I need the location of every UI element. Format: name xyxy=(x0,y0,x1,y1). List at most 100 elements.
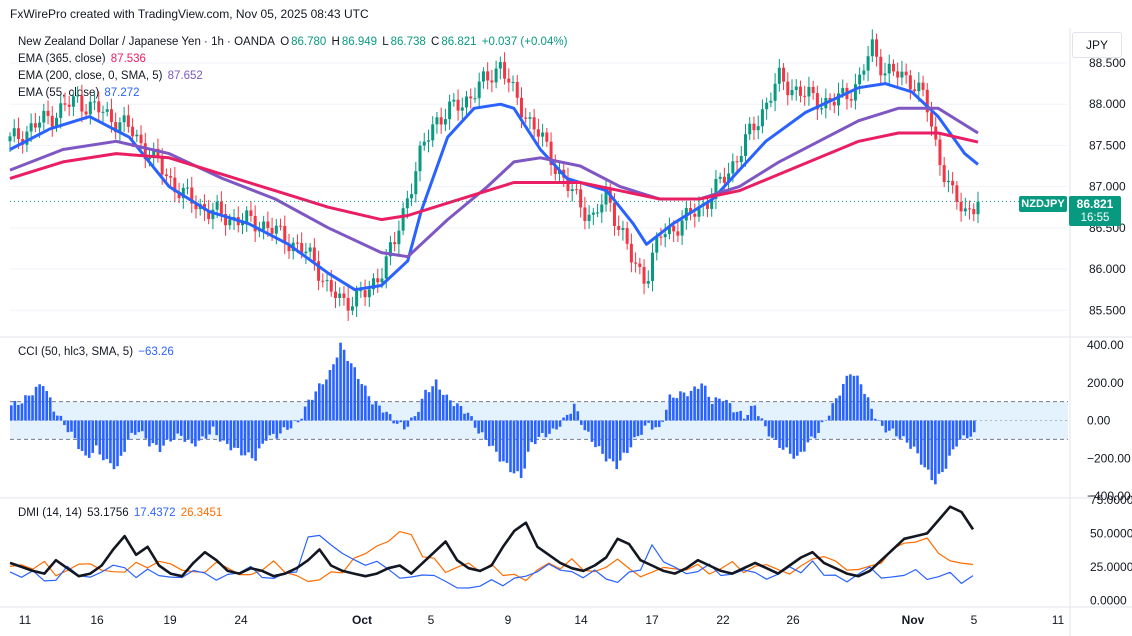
ohlc-high: 86.949 xyxy=(341,36,378,48)
candle-body xyxy=(545,132,549,142)
cci-bar xyxy=(909,420,912,449)
cci-bar xyxy=(955,420,958,447)
candle-body xyxy=(126,115,130,127)
cci-bar xyxy=(148,420,151,447)
candle-body xyxy=(473,98,477,100)
cci-bar xyxy=(583,420,587,431)
dmi-legend[interactable]: DMI (14, 14) 53.1756 17.4372 26.3451 xyxy=(18,507,224,519)
cci-bar xyxy=(746,414,750,421)
cci-bar xyxy=(413,416,417,421)
last-price: 86.821 xyxy=(1076,197,1114,211)
candle-body xyxy=(689,208,693,214)
cci-bar xyxy=(760,418,764,421)
cci-bar xyxy=(654,420,657,428)
candle-body xyxy=(972,209,976,215)
cci-bar xyxy=(307,399,310,421)
ema200-legend[interactable]: EMA (200, close, 0, SMA, 5) 87.652 xyxy=(18,70,205,82)
cci-bar xyxy=(91,420,95,453)
cci-bar xyxy=(342,349,346,421)
candle-body xyxy=(579,189,583,208)
cci-bar xyxy=(165,420,169,440)
cci-bar xyxy=(470,416,473,421)
candle-body xyxy=(16,128,20,140)
cci-bar xyxy=(52,411,56,421)
cci-bar xyxy=(144,420,148,439)
cci-bar xyxy=(151,420,155,444)
candle-body xyxy=(287,243,291,252)
candle-body xyxy=(426,140,430,142)
cci-bar xyxy=(618,420,622,461)
candle-body xyxy=(896,71,900,78)
cci-bar xyxy=(321,384,325,421)
candle-body xyxy=(367,289,371,298)
cci-bar xyxy=(696,388,700,421)
cci-bar xyxy=(38,384,41,421)
candle-body xyxy=(486,71,490,81)
cci-bar xyxy=(434,379,438,421)
time-tick-label: 14 xyxy=(574,613,588,627)
candle-body xyxy=(477,81,481,99)
symbol-legend[interactable]: New Zealand Dollar / Japanese Yen · 1h ·… xyxy=(18,36,569,48)
cci-bar xyxy=(34,386,38,421)
cci-bar xyxy=(477,420,480,434)
ema365-legend[interactable]: EMA (365, close) 87.536 xyxy=(18,53,148,65)
time-tick-label: 5 xyxy=(428,613,435,627)
cci-bar xyxy=(834,398,838,421)
ohlc-low: 86.738 xyxy=(390,36,426,48)
candle-body xyxy=(240,222,244,226)
cci-legend[interactable]: CCI (50, hlc3, SMA, 5) −63.26 xyxy=(18,346,176,358)
cci-bar xyxy=(183,420,187,442)
cci-bar xyxy=(402,420,406,430)
candle-body xyxy=(321,280,325,282)
candle-body xyxy=(773,83,777,101)
dmi-plus-di-line xyxy=(9,534,974,589)
cci-bar xyxy=(70,420,73,432)
cci-bars xyxy=(10,342,976,485)
candle-body xyxy=(465,96,469,108)
candle-body xyxy=(693,213,697,217)
candle-body xyxy=(519,97,523,118)
candle-body xyxy=(494,68,498,83)
candle-body xyxy=(405,198,409,209)
candle-body xyxy=(765,102,769,110)
cci-bar xyxy=(179,420,183,436)
cci-bar xyxy=(116,420,119,467)
cci-bar xyxy=(891,420,895,429)
cci-bar xyxy=(530,420,534,443)
price-tick-label: 87.000 xyxy=(1089,180,1126,194)
cci-bar xyxy=(965,420,969,439)
cci-bar xyxy=(133,420,137,435)
cci-bar xyxy=(537,420,541,437)
candle-body xyxy=(25,131,29,145)
candle-body xyxy=(186,187,190,189)
cci-bar xyxy=(438,389,441,421)
candle-body xyxy=(160,158,164,175)
candle-body xyxy=(930,112,934,127)
cci-bar xyxy=(289,420,293,429)
candle-body xyxy=(8,136,12,142)
candle-body xyxy=(532,117,536,130)
candle-body xyxy=(393,242,397,245)
cci-bar xyxy=(119,420,123,456)
cci-bar xyxy=(31,395,34,421)
cci-bar xyxy=(604,420,608,462)
cci-value: −63.26 xyxy=(138,346,174,358)
cci-bar xyxy=(293,420,296,422)
cci-bar xyxy=(541,420,544,433)
candle-body xyxy=(67,104,71,107)
candle-body xyxy=(215,201,219,210)
cci-bar xyxy=(162,420,165,446)
cci-bar xyxy=(937,420,941,474)
cci-bar xyxy=(930,420,934,481)
cci-bar xyxy=(218,420,222,442)
cci-bar xyxy=(112,420,116,470)
candle-body xyxy=(921,82,925,90)
time-tick-label: Nov xyxy=(902,613,925,627)
candle-body xyxy=(359,290,363,292)
cci-bar xyxy=(314,391,318,421)
currency-button[interactable]: JPY xyxy=(1072,32,1122,58)
candle-body xyxy=(414,171,418,195)
dmi-adx-line xyxy=(9,505,975,578)
dmi-tick-label: 0.0000 xyxy=(1090,593,1127,607)
